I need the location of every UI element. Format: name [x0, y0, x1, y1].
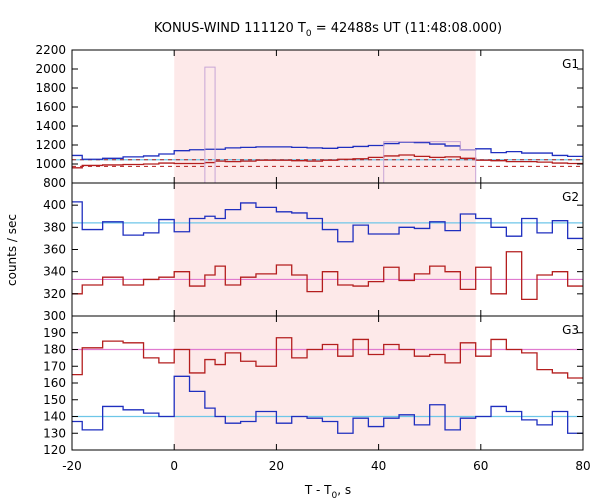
panel-g1: 800 1000 1200 1400 1600 1800 2000 2200 G1	[35, 43, 584, 190]
panel-label: G1	[562, 57, 579, 71]
count-rate-series-3	[204, 66, 477, 183]
chart-title: KONUS-WIND 111120 T0 = 42488s UT (11:48:…	[154, 21, 502, 39]
count-rate-series-2	[72, 251, 583, 301]
y-tick-label: 400	[43, 198, 66, 212]
x-axis-label: T - T0, s	[304, 483, 351, 500]
y-tick-label: 130	[43, 426, 66, 440]
x-tick-label: 40	[371, 459, 386, 473]
y-tick-label: 2200	[35, 43, 66, 57]
y-tick-label: 380	[43, 220, 66, 234]
panel-label: G2	[562, 190, 579, 204]
x-tick-label: -20	[62, 459, 82, 473]
y-tick-label: 170	[43, 359, 66, 373]
panel-g3: 120 130 140 150 160 170 180 190 G3	[43, 315, 584, 457]
count-rate-series-2	[72, 337, 583, 379]
y-tick-label: 800	[43, 176, 66, 190]
shaded-interval	[174, 50, 476, 450]
y-tick-label: 1200	[35, 138, 66, 152]
count-rate-series-1	[72, 141, 583, 160]
x-tick-label: 60	[473, 459, 488, 473]
y-tick-label: 320	[43, 287, 66, 301]
x-tick-label: 20	[269, 459, 284, 473]
y-tick-label: 1600	[35, 100, 66, 114]
count-rate-series-1	[72, 375, 583, 434]
y-tick-label: 360	[43, 243, 66, 257]
y-tick-label: 340	[43, 265, 66, 279]
y-tick-label: 190	[43, 326, 66, 340]
x-tick-label: 0	[170, 459, 178, 473]
y-tick-label: 300	[43, 309, 66, 323]
y-tick-label: 2000	[35, 62, 66, 76]
panel-label: G3	[562, 323, 579, 337]
y-tick-label: 1800	[35, 81, 66, 95]
count-rate-series-1	[72, 201, 583, 243]
plot-area: 8001000120014001600180020002200G13003203…	[35, 43, 590, 473]
y-tick-label: 180	[43, 343, 66, 357]
y-tick-label: 140	[43, 410, 66, 424]
y-axis-label: counts / sec	[5, 214, 19, 286]
y-tick-label: 150	[43, 393, 66, 407]
y-tick-label: 160	[43, 376, 66, 390]
count-rate-series-2	[72, 154, 583, 169]
panel-g2: 300 320 340 360 380 400 G2	[43, 182, 584, 323]
y-tick-label: 1000	[35, 157, 66, 171]
x-tick-label: 80	[575, 459, 590, 473]
y-tick-label: 120	[43, 443, 66, 457]
y-tick-label: 1400	[35, 119, 66, 133]
